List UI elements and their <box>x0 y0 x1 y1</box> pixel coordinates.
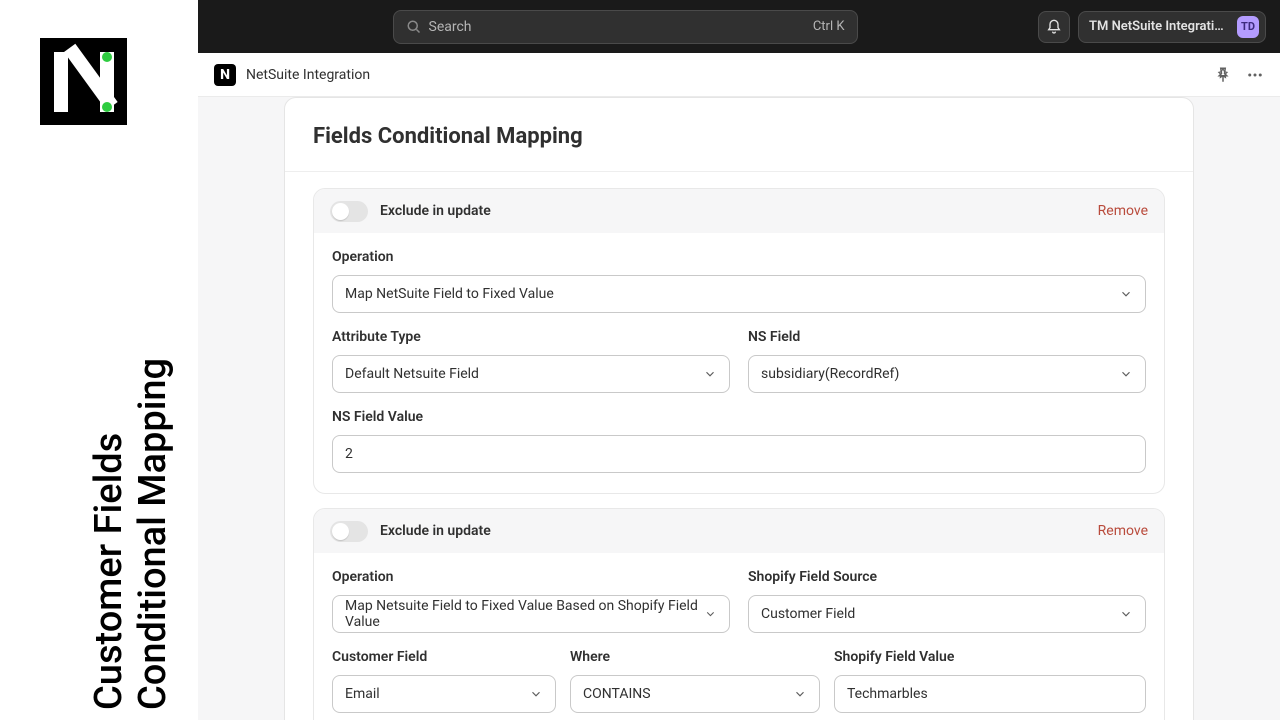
chevron-down-icon <box>1119 367 1133 381</box>
sidebar-title: Customer Fields Conditional Mapping <box>87 358 175 710</box>
app-icon: N <box>214 64 236 86</box>
brand-logo <box>40 38 127 125</box>
main-card: Fields Conditional Mapping Exclude in up… <box>284 97 1194 720</box>
operation-label: Operation <box>332 249 1146 265</box>
customer-field-value: Email <box>345 686 380 702</box>
more-icon[interactable] <box>1246 66 1264 84</box>
content-scroll: Fields Conditional Mapping Exclude in up… <box>198 97 1280 720</box>
logo-n-icon <box>54 52 114 112</box>
chevron-down-icon <box>1119 287 1133 301</box>
workspace-name: TM NetSuite Integratio... <box>1089 19 1229 34</box>
chevron-down-icon <box>793 687 807 701</box>
remove-button[interactable]: Remove <box>1098 523 1148 539</box>
shopify-value-label: Shopify Field Value <box>834 649 1146 665</box>
chevron-down-icon <box>1119 607 1133 621</box>
operation-select[interactable]: Map NetSuite Field to Fixed Value <box>332 275 1146 313</box>
chevron-down-icon <box>703 367 717 381</box>
workspace-switcher[interactable]: TM NetSuite Integratio... TD <box>1078 11 1266 43</box>
chevron-down-icon <box>704 607 717 621</box>
remove-button[interactable]: Remove <box>1098 203 1148 219</box>
exclude-toggle[interactable] <box>330 521 368 542</box>
operation-value: Map Netsuite Field to Fixed Value Based … <box>345 598 704 630</box>
shopify-value-input[interactable]: Techmarbles <box>834 675 1146 713</box>
bell-icon <box>1046 19 1062 35</box>
ns-field-value-text: 2 <box>345 446 353 462</box>
attribute-type-value: Default Netsuite Field <box>345 366 479 382</box>
exclude-label: Exclude in update <box>380 523 491 539</box>
sidebar-title-line1: Customer Fields <box>87 433 131 710</box>
pin-icon[interactable] <box>1214 66 1232 84</box>
operation-value: Map NetSuite Field to Fixed Value <box>345 286 554 302</box>
breadcrumb-bar: N NetSuite Integration <box>198 53 1280 97</box>
ns-field-select[interactable]: subsidiary(RecordRef) <box>748 355 1146 393</box>
app-frame: Search Ctrl K TM NetSuite Integratio... … <box>198 0 1280 720</box>
chevron-down-icon <box>529 687 543 701</box>
exclude-toggle[interactable] <box>330 201 368 222</box>
ns-field-value-label: NS Field Value <box>332 409 1146 425</box>
shopify-source-label: Shopify Field Source <box>748 569 1146 585</box>
topbar: Search Ctrl K TM NetSuite Integratio... … <box>198 0 1280 53</box>
search-shortcut: Ctrl K <box>813 19 845 34</box>
mapping-rule: Exclude in update Remove Operation Map N… <box>313 508 1165 720</box>
customer-field-select[interactable]: Email <box>332 675 556 713</box>
ns-field-value: subsidiary(RecordRef) <box>761 366 899 382</box>
ns-field-value-input[interactable]: 2 <box>332 435 1146 473</box>
where-select[interactable]: CONTAINS <box>570 675 820 713</box>
where-label: Where <box>570 649 820 665</box>
search-icon <box>406 19 421 34</box>
shopify-source-value: Customer Field <box>761 606 855 622</box>
exclude-label: Exclude in update <box>380 203 491 219</box>
shopify-value-text: Techmarbles <box>847 686 928 702</box>
breadcrumb[interactable]: NetSuite Integration <box>246 67 370 83</box>
mapping-rule: Exclude in update Remove Operation Map N… <box>313 188 1165 494</box>
attribute-type-select[interactable]: Default Netsuite Field <box>332 355 730 393</box>
notifications-button[interactable] <box>1038 11 1070 43</box>
shopify-source-select[interactable]: Customer Field <box>748 595 1146 633</box>
ns-field-label: NS Field <box>748 329 1146 345</box>
search-input[interactable]: Search Ctrl K <box>393 10 858 44</box>
avatar: TD <box>1237 16 1259 38</box>
where-value: CONTAINS <box>583 686 651 702</box>
customer-field-label: Customer Field <box>332 649 556 665</box>
operation-label: Operation <box>332 569 730 585</box>
operation-select[interactable]: Map Netsuite Field to Fixed Value Based … <box>332 595 730 633</box>
sidebar-title-line2: Conditional Mapping <box>131 358 175 710</box>
search-placeholder: Search <box>429 19 813 35</box>
page-title: Fields Conditional Mapping <box>285 98 1193 172</box>
attribute-type-label: Attribute Type <box>332 329 730 345</box>
marketing-sidebar: Customer Fields Conditional Mapping <box>0 0 198 720</box>
